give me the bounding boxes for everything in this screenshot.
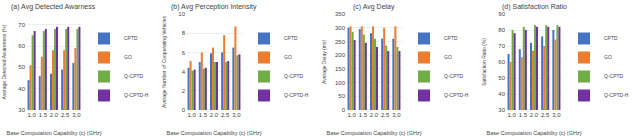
svg-text:Satisfaction Ratio (%): Satisfaction Ratio (%) bbox=[481, 38, 487, 86]
svg-text:40: 40 bbox=[498, 91, 505, 97]
svg-text:Q-CPTD: Q-CPTD bbox=[124, 73, 144, 79]
svg-text:Q-CPTD: Q-CPTD bbox=[284, 73, 304, 79]
svg-text:1.0: 1.0 bbox=[347, 112, 356, 118]
svg-text:Base Computation Capability (c: Base Computation Capability (c) (GHz) bbox=[166, 130, 261, 136]
svg-text:1.0: 1.0 bbox=[187, 112, 196, 118]
svg-text:Average Detected Awareness (%): Average Detected Awareness (%) bbox=[1, 24, 7, 99]
svg-text:GO: GO bbox=[444, 54, 452, 60]
svg-text:2.5: 2.5 bbox=[221, 112, 230, 118]
svg-text:50: 50 bbox=[18, 64, 25, 70]
svg-text:Q-CPTD-H: Q-CPTD-H bbox=[444, 92, 469, 98]
svg-text:70: 70 bbox=[498, 43, 505, 49]
svg-text:3.0: 3.0 bbox=[232, 112, 241, 118]
svg-text:8: 8 bbox=[182, 30, 186, 36]
svg-text:Q-CPTD-H: Q-CPTD-H bbox=[284, 92, 309, 98]
svg-text:4: 4 bbox=[182, 69, 186, 75]
svg-text:250: 250 bbox=[335, 39, 346, 45]
svg-text:CPTD: CPTD bbox=[444, 35, 458, 41]
svg-text:200: 200 bbox=[335, 52, 346, 58]
svg-text:(a) Avg Detected Awarness: (a) Avg Detected Awarness bbox=[11, 3, 96, 11]
svg-text:1.0: 1.0 bbox=[27, 112, 36, 118]
svg-text:CPTD: CPTD bbox=[604, 35, 618, 41]
svg-text:Q-CPTD-H: Q-CPTD-H bbox=[124, 92, 149, 98]
svg-text:Average Number of Cooperating: Average Number of Cooperating Vehicles bbox=[161, 16, 167, 108]
svg-text:GO: GO bbox=[604, 54, 612, 60]
svg-text:100: 100 bbox=[335, 80, 346, 86]
svg-text:GO: GO bbox=[124, 54, 132, 60]
svg-text:50: 50 bbox=[338, 93, 345, 99]
svg-text:60: 60 bbox=[18, 43, 25, 49]
svg-text:350: 350 bbox=[335, 11, 346, 17]
svg-text:CPTD: CPTD bbox=[124, 35, 138, 41]
svg-text:10: 10 bbox=[178, 11, 185, 17]
svg-text:30: 30 bbox=[498, 107, 505, 113]
svg-text:Q-CPTD: Q-CPTD bbox=[444, 73, 464, 79]
svg-text:30: 30 bbox=[18, 107, 25, 113]
svg-text:Average Delay (ms): Average Delay (ms) bbox=[321, 40, 327, 84]
svg-text:150: 150 bbox=[335, 66, 346, 72]
svg-text:0: 0 bbox=[342, 107, 346, 113]
svg-text:3.0: 3.0 bbox=[72, 112, 81, 118]
svg-text:300: 300 bbox=[335, 25, 346, 31]
svg-text:Q-CPTD-H: Q-CPTD-H bbox=[604, 92, 629, 98]
svg-text:3.0: 3.0 bbox=[552, 112, 561, 118]
svg-text:GO: GO bbox=[284, 54, 292, 60]
svg-text:0: 0 bbox=[182, 107, 186, 113]
svg-text:50: 50 bbox=[498, 75, 505, 81]
svg-text:(b) Avg Perception Intensity: (b) Avg Perception Intensity bbox=[171, 3, 257, 11]
svg-text:70: 70 bbox=[18, 22, 25, 28]
svg-text:1.0: 1.0 bbox=[507, 112, 516, 118]
svg-text:2.5: 2.5 bbox=[381, 112, 390, 118]
svg-text:Base Computation Capability (c: Base Computation Capability (c) (GHz) bbox=[6, 130, 101, 136]
svg-text:6: 6 bbox=[182, 50, 186, 56]
svg-text:Base Computation Capability (c: Base Computation Capability (c) (GHz) bbox=[326, 130, 421, 136]
svg-text:2.0: 2.0 bbox=[370, 112, 379, 118]
svg-text:3.0: 3.0 bbox=[392, 112, 401, 118]
svg-text:Base Computation Capability (c: Base Computation Capability (c) (GHz) bbox=[486, 130, 581, 136]
svg-text:2.5: 2.5 bbox=[61, 112, 70, 118]
svg-text:2.0: 2.0 bbox=[530, 112, 539, 118]
svg-text:(c) Avg Delay: (c) Avg Delay bbox=[353, 3, 395, 11]
svg-text:CPTD: CPTD bbox=[284, 35, 298, 41]
svg-text:1.5: 1.5 bbox=[39, 112, 48, 118]
svg-text:80: 80 bbox=[498, 27, 505, 33]
svg-text:2.0: 2.0 bbox=[50, 112, 59, 118]
svg-text:2: 2 bbox=[182, 88, 186, 94]
svg-text:2.5: 2.5 bbox=[541, 112, 550, 118]
svg-text:1.5: 1.5 bbox=[519, 112, 528, 118]
svg-text:(d) Satisfaction Ratio: (d) Satisfaction Ratio bbox=[502, 3, 567, 11]
svg-text:1.5: 1.5 bbox=[359, 112, 368, 118]
svg-text:90: 90 bbox=[498, 11, 505, 17]
svg-text:40: 40 bbox=[18, 86, 25, 92]
svg-text:2.0: 2.0 bbox=[210, 112, 219, 118]
svg-text:1.5: 1.5 bbox=[199, 112, 208, 118]
svg-text:Q-CPTD: Q-CPTD bbox=[604, 73, 624, 79]
svg-text:60: 60 bbox=[498, 59, 505, 65]
